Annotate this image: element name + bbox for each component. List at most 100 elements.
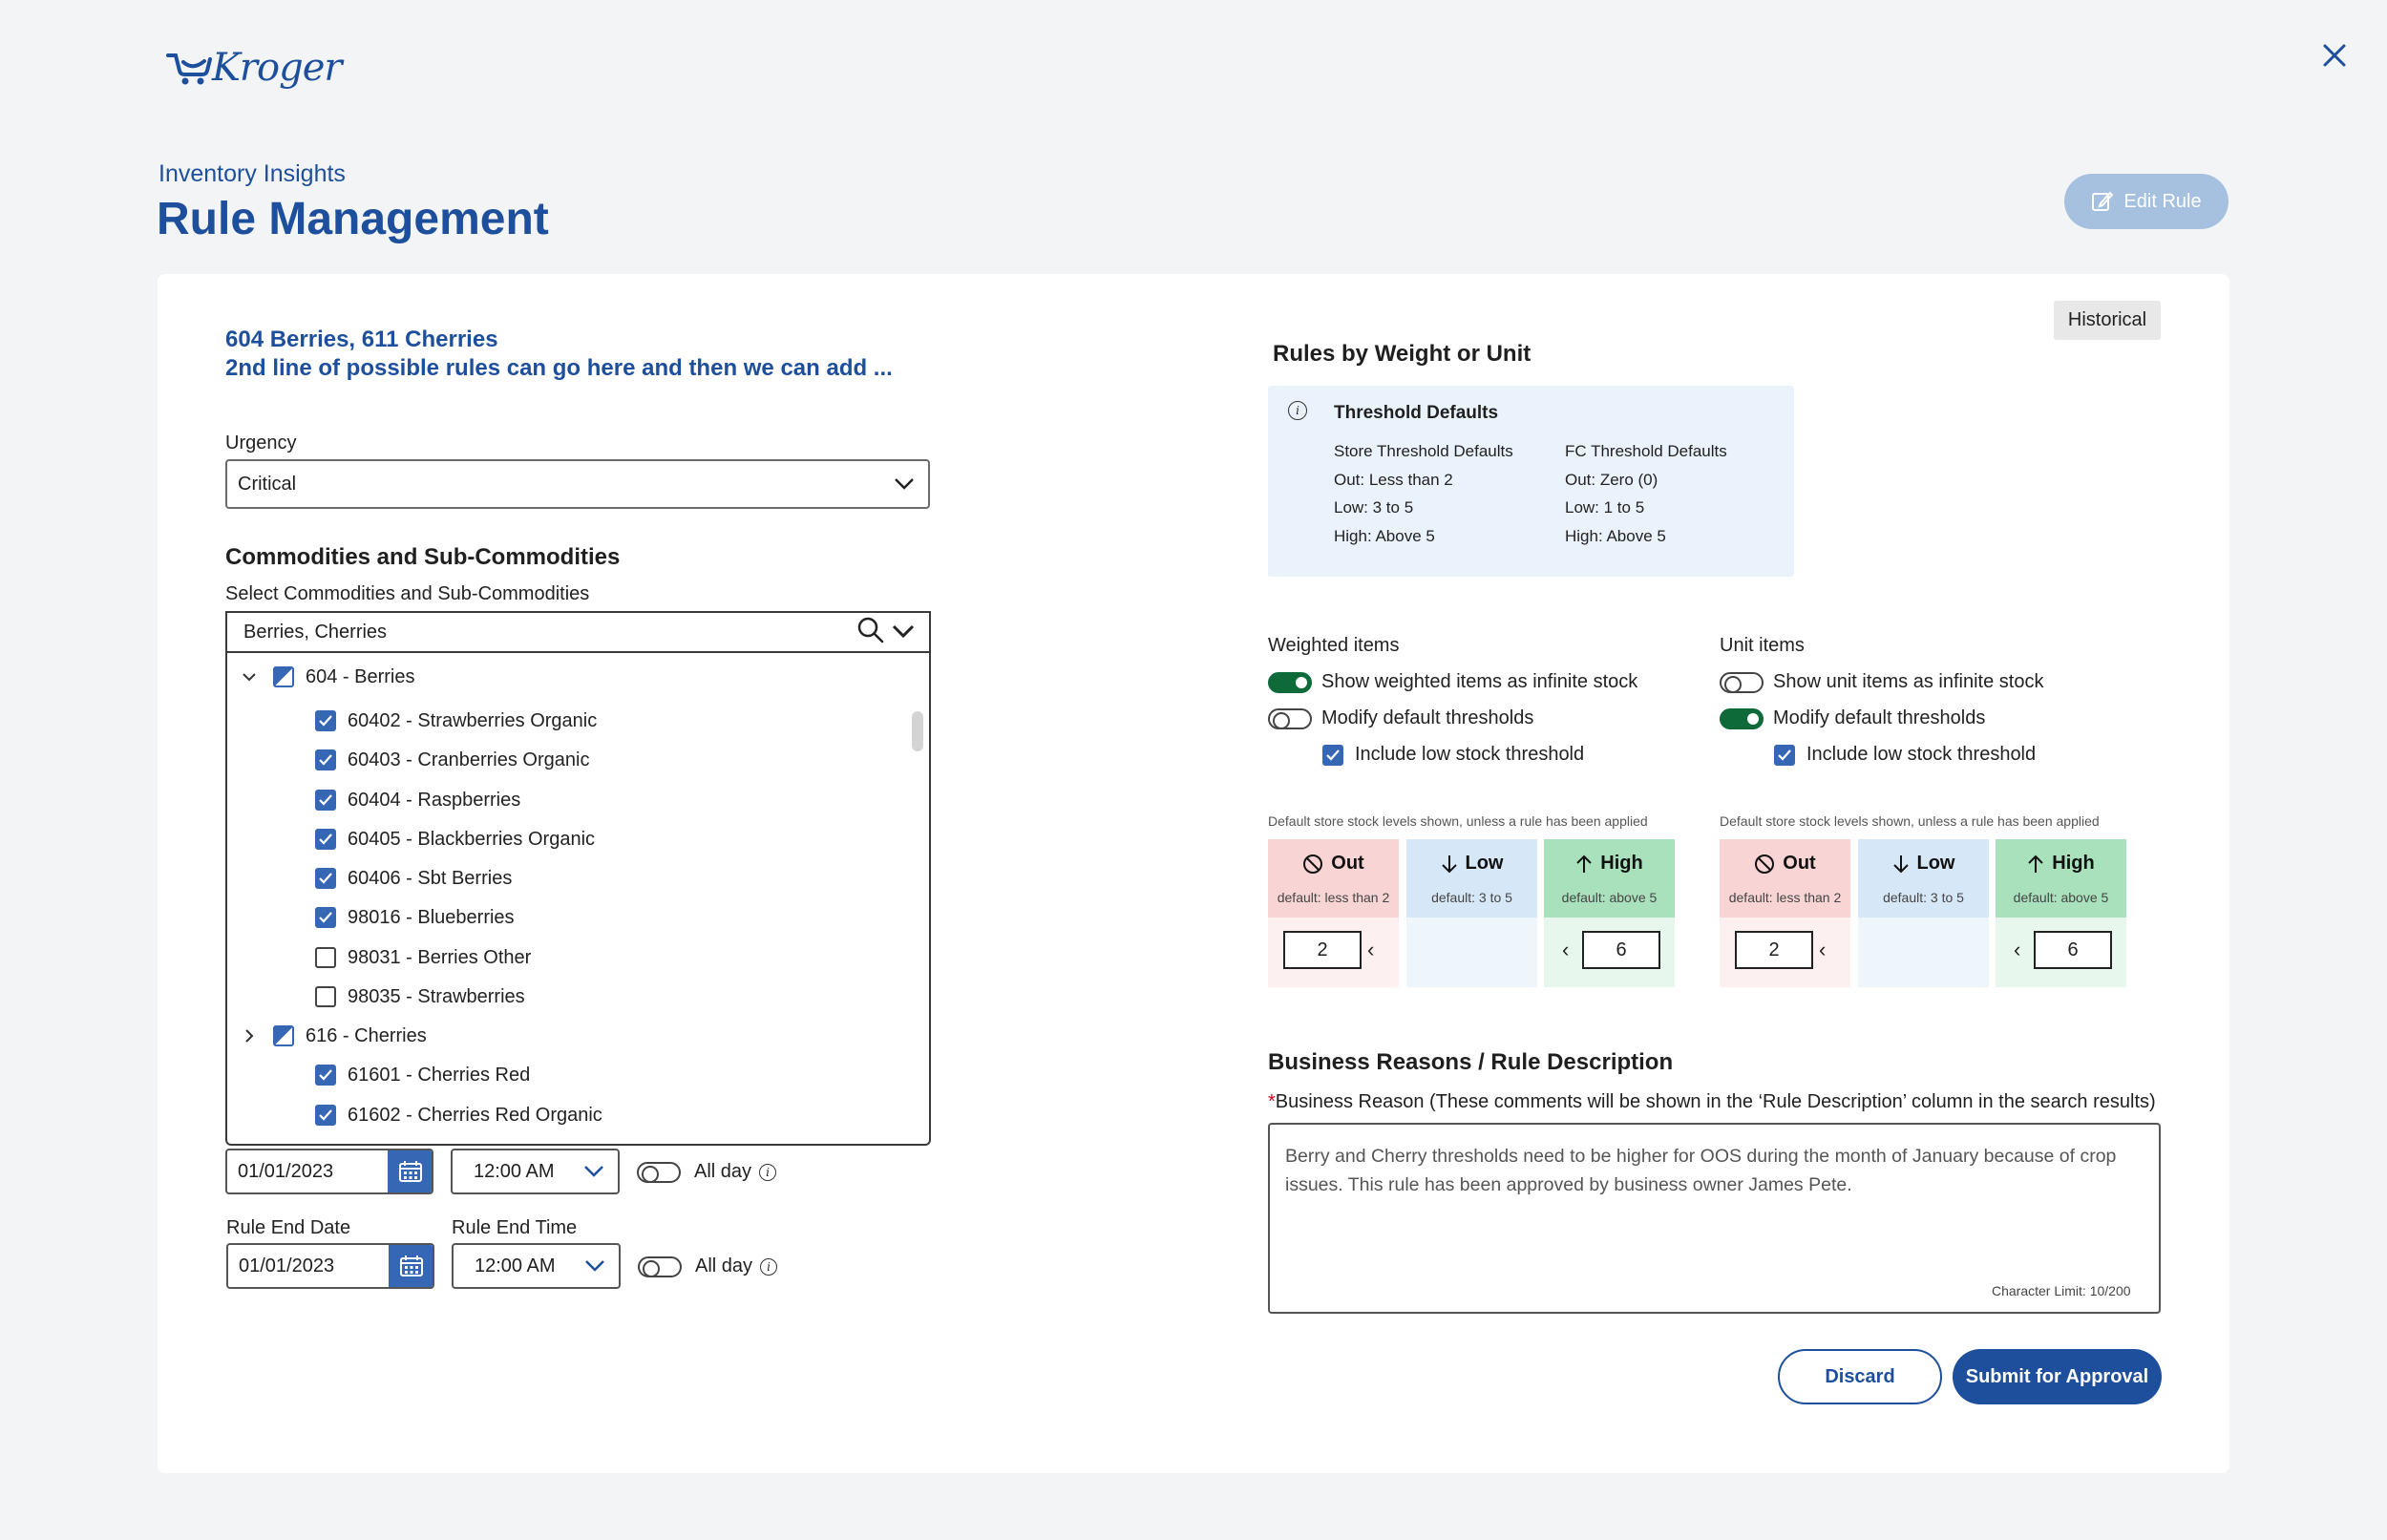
unit-high-input[interactable]: 6 <box>2034 931 2112 969</box>
checkbox-checked[interactable] <box>315 710 336 731</box>
tree-item-label: 616 - Cherries <box>306 1024 427 1046</box>
modify-thresholds-toggle[interactable] <box>1720 707 1764 729</box>
tree-item[interactable]: 98016 - Blueberries <box>315 903 515 932</box>
tree-item[interactable]: 61601 - Cherries Red <box>315 1061 530 1089</box>
less-than-icon: ‹ <box>1562 938 1570 961</box>
commodities-heading: Commodities and Sub-Commodities <box>225 544 621 570</box>
checkbox-checked[interactable] <box>315 1065 336 1086</box>
weighted-infinite-option[interactable]: Show weighted items as infinite stock <box>1268 671 1637 693</box>
tree-item[interactable]: 60403 - Cranberries Organic <box>315 746 589 774</box>
checkbox-checked[interactable] <box>315 829 336 850</box>
chevron-down-icon[interactable] <box>892 623 915 643</box>
close-icon[interactable] <box>2315 36 2354 74</box>
tree-item[interactable]: 60406 - Sbt Berries <box>315 864 512 893</box>
arrow-down-icon <box>1892 854 1909 873</box>
modify-thresholds-toggle[interactable] <box>1268 707 1312 729</box>
level-default: default: less than 2 <box>1728 890 1842 905</box>
edit-rule-button[interactable]: Edit Rule <box>2064 174 2229 229</box>
weighted-modify-option[interactable]: Modify default thresholds <box>1268 707 1533 729</box>
tree-item[interactable]: 60404 - Raspberries <box>315 786 520 814</box>
reason-line: Berry and Cherry thresholds need to be h… <box>1285 1146 2117 1167</box>
level-default: default: above 5 <box>1561 890 1658 905</box>
end-time-select[interactable]: 12:00 AM <box>452 1243 621 1289</box>
business-reason-text: Berry and Cherry thresholds need to be h… <box>1285 1142 2116 1199</box>
unit-out-input[interactable]: 2 <box>1735 931 1813 969</box>
level-default: default: 3 to 5 <box>1431 890 1512 905</box>
weighted-heading: Weighted items <box>1268 635 1400 656</box>
tree-item-label: 60402 - Strawberries Organic <box>348 709 598 731</box>
discard-button[interactable]: Discard <box>1778 1349 1942 1404</box>
all-day-label: All day <box>694 1161 752 1182</box>
level-title: Low <box>1465 853 1504 874</box>
submit-for-approval-button[interactable]: Submit for Approval <box>1953 1349 2162 1404</box>
tree-item[interactable]: 60402 - Strawberries Organic <box>315 707 597 735</box>
cart-icon <box>166 53 212 85</box>
all-day-end[interactable]: All day i <box>638 1255 778 1277</box>
unit-high-card: High default: above 5 <box>1996 839 2126 987</box>
search-icon[interactable] <box>856 616 885 649</box>
all-day-start[interactable]: All day i <box>637 1161 777 1183</box>
unit-modify-option[interactable]: Modify default thresholds <box>1720 707 1985 729</box>
checkbox-checked[interactable] <box>315 907 336 928</box>
checkbox-checked[interactable] <box>315 1105 336 1126</box>
info-icon[interactable]: i <box>759 1163 777 1181</box>
tree-item[interactable]: 61602 - Cherries Red Organic <box>315 1101 602 1129</box>
tree-item-label: 60406 - Sbt Berries <box>348 867 513 889</box>
tree-item[interactable]: 60405 - Blackberries Organic <box>315 825 595 854</box>
tree-item-label: 60404 - Raspberries <box>348 789 521 811</box>
end-date-input[interactable]: 01/01/2023 <box>226 1243 434 1289</box>
checkbox-unchecked[interactable] <box>315 947 336 968</box>
calendar-icon[interactable] <box>388 1150 432 1192</box>
page-title: Rule Management <box>157 194 549 244</box>
infinite-stock-toggle[interactable] <box>1268 671 1312 693</box>
checkbox-checked[interactable] <box>315 749 336 770</box>
chevron-down-icon <box>895 478 914 490</box>
infinite-stock-toggle[interactable] <box>1720 671 1764 693</box>
business-reason-textarea[interactable] <box>1268 1123 2161 1314</box>
end-date-value: 01/01/2023 <box>239 1255 335 1276</box>
tree-item[interactable]: 98031 - Berries Other <box>315 943 531 972</box>
start-date-input[interactable]: 01/01/2023 <box>225 1149 433 1194</box>
checkbox-checked[interactable] <box>1322 744 1343 766</box>
weighted-out-input[interactable]: 2 <box>1283 931 1362 969</box>
no-entry-icon <box>1755 854 1775 874</box>
weighted-high-input[interactable]: 6 <box>1582 931 1660 969</box>
urgency-select[interactable]: Critical <box>225 459 930 509</box>
historical-button[interactable]: Historical <box>2054 301 2161 340</box>
checkbox-checked[interactable] <box>315 868 336 889</box>
unit-infinite-option[interactable]: Show unit items as infinite stock <box>1720 671 2043 693</box>
business-reason-label: *Business Reason (These comments will be… <box>1268 1091 2156 1113</box>
calendar-icon[interactable] <box>389 1245 433 1287</box>
commodities-select-label: Select Commodities and Sub-Commodities <box>225 583 590 604</box>
business-heading: Business Reasons / Rule Description <box>1268 1049 1674 1075</box>
checkbox-partial[interactable] <box>273 666 294 687</box>
all-day-toggle[interactable] <box>638 1255 682 1277</box>
unit-low-option[interactable]: Include low stock threshold <box>1774 744 2036 766</box>
tree-parent-berries[interactable]: 604 - Berries <box>241 663 415 691</box>
weighted-low-option[interactable]: Include low stock threshold <box>1322 744 1584 766</box>
checkbox-checked[interactable] <box>315 790 336 811</box>
chevron-right-icon[interactable] <box>241 1027 258 1044</box>
checkbox-checked[interactable] <box>1774 744 1795 766</box>
tree-item-label: 60405 - Blackberries Organic <box>348 828 596 850</box>
commodities-search-input[interactable]: Berries, Cherries <box>225 611 931 653</box>
logo-text: Kroger <box>212 46 342 90</box>
urgency-value: Critical <box>238 473 297 495</box>
checkbox-unchecked[interactable] <box>315 986 336 1007</box>
tree-parent-cherries[interactable]: 616 - Cherries <box>241 1022 427 1050</box>
chevron-down-icon[interactable] <box>241 668 258 686</box>
commodities-tree <box>225 652 931 1146</box>
end-time-value: 12:00 AM <box>475 1255 556 1276</box>
less-than-icon: ‹ <box>1819 938 1827 961</box>
checkbox-partial[interactable] <box>273 1025 294 1046</box>
info-icon[interactable]: i <box>760 1257 778 1276</box>
less-than-icon: ‹ <box>1367 938 1375 961</box>
level-title: Out <box>1331 853 1364 874</box>
tree-scrollbar[interactable] <box>912 711 923 751</box>
rule-title-line2: 2nd line of possible rules can go here a… <box>225 355 893 381</box>
arrow-up-icon <box>2028 854 2043 873</box>
tree-item[interactable]: 98035 - Strawberries <box>315 982 525 1011</box>
page-subtitle: Inventory Insights <box>158 160 346 187</box>
all-day-toggle[interactable] <box>637 1161 681 1183</box>
start-time-select[interactable]: 12:00 AM <box>451 1149 620 1194</box>
